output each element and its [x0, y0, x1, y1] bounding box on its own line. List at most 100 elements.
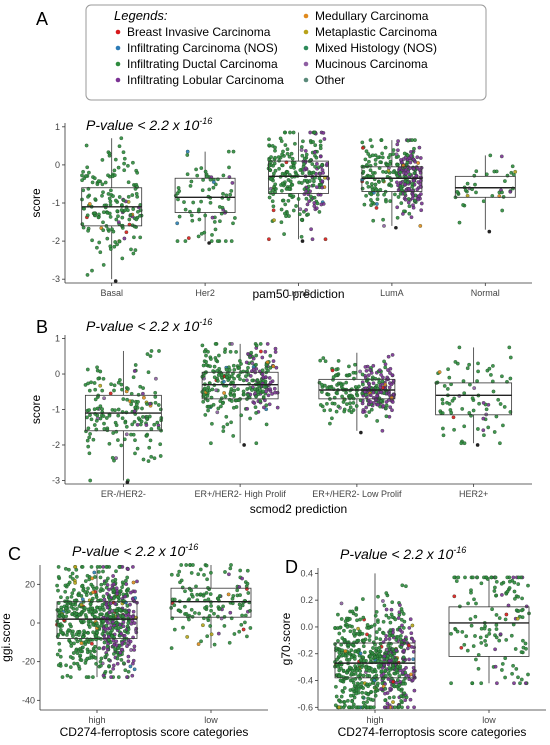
data-point — [120, 387, 124, 392]
data-point — [204, 563, 209, 568]
data-point — [219, 616, 224, 621]
data-point — [365, 700, 369, 704]
y-tick-label: -1 — [52, 405, 60, 415]
data-point — [203, 213, 208, 218]
data-point — [92, 407, 97, 412]
data-point — [122, 437, 127, 442]
data-point — [494, 623, 499, 627]
data-point — [373, 655, 378, 660]
y-tick-label: -0.6 — [297, 702, 313, 712]
data-point — [119, 443, 124, 448]
legend-label: Infiltrating Lobular Carcinoma — [127, 73, 284, 87]
data-point — [89, 417, 94, 422]
data-point — [105, 591, 109, 596]
data-point — [231, 363, 236, 368]
data-point — [89, 653, 94, 657]
data-point — [183, 604, 187, 609]
data-point — [119, 658, 124, 662]
data-point — [526, 583, 530, 588]
data-point — [88, 432, 92, 436]
data-point — [128, 590, 133, 595]
box — [170, 587, 252, 618]
data-point — [135, 185, 139, 189]
data-point — [139, 419, 144, 424]
data-point — [441, 433, 446, 438]
data-point — [81, 169, 85, 174]
data-point — [115, 242, 119, 247]
data-point — [475, 575, 480, 580]
data-point — [204, 353, 208, 358]
data-point — [111, 431, 116, 435]
data-point — [203, 169, 208, 174]
data-point — [251, 367, 256, 372]
data-point — [108, 244, 113, 249]
data-point — [109, 675, 113, 679]
data-point — [79, 602, 84, 607]
data-point — [123, 594, 128, 599]
data-point — [371, 646, 375, 650]
data-point — [467, 362, 471, 367]
data-point — [135, 170, 140, 175]
data-point — [384, 647, 389, 652]
data-point — [309, 227, 313, 232]
data-point — [60, 612, 64, 617]
data-point — [226, 592, 231, 597]
data-point — [105, 428, 110, 433]
data-point — [189, 213, 194, 218]
data-point — [360, 690, 365, 695]
data-point — [356, 626, 360, 631]
data-point — [514, 667, 519, 671]
data-point — [260, 372, 265, 377]
data-point — [337, 674, 342, 679]
data-point — [347, 651, 352, 656]
data-point — [214, 388, 219, 393]
data-point — [209, 395, 214, 400]
data-point — [184, 563, 189, 567]
data-point — [493, 575, 498, 580]
data-point — [384, 674, 388, 678]
data-point — [64, 663, 68, 668]
data-point — [452, 575, 457, 580]
data-point — [321, 171, 325, 175]
outlier-point — [475, 443, 480, 447]
data-point — [300, 153, 305, 158]
data-point — [352, 376, 356, 381]
data-point — [194, 167, 198, 172]
data-point — [93, 197, 98, 202]
data-point — [334, 367, 339, 372]
data-point — [507, 345, 512, 350]
data-point — [373, 162, 378, 167]
x-axis-label: CD274-ferroptosis score categories — [60, 725, 249, 739]
data-point — [299, 217, 304, 222]
data-point — [312, 201, 317, 205]
data-point — [83, 613, 88, 617]
data-point — [72, 641, 76, 646]
data-point — [368, 368, 372, 372]
data-point — [100, 407, 104, 411]
data-point — [126, 654, 131, 659]
data-point — [254, 343, 259, 348]
legend-label: Breast Invasive Carcinoma — [127, 25, 271, 39]
data-point — [280, 171, 285, 176]
points-high — [333, 583, 417, 710]
data-point — [376, 663, 381, 668]
data-point — [158, 454, 163, 458]
data-point — [190, 218, 195, 223]
data-point — [352, 695, 357, 700]
data-point — [201, 623, 205, 628]
data-point — [273, 148, 277, 153]
data-point — [224, 367, 229, 372]
data-point — [102, 597, 107, 602]
data-point — [207, 404, 211, 409]
data-point — [117, 239, 122, 244]
data-point — [194, 584, 198, 589]
y-axis-label: score — [29, 188, 43, 218]
data-point — [96, 376, 101, 381]
data-point — [238, 606, 243, 610]
data-point — [505, 575, 510, 580]
data-point — [106, 173, 110, 178]
data-point — [121, 624, 126, 629]
data-point — [266, 393, 271, 398]
data-point — [282, 232, 286, 236]
data-point — [64, 614, 69, 619]
